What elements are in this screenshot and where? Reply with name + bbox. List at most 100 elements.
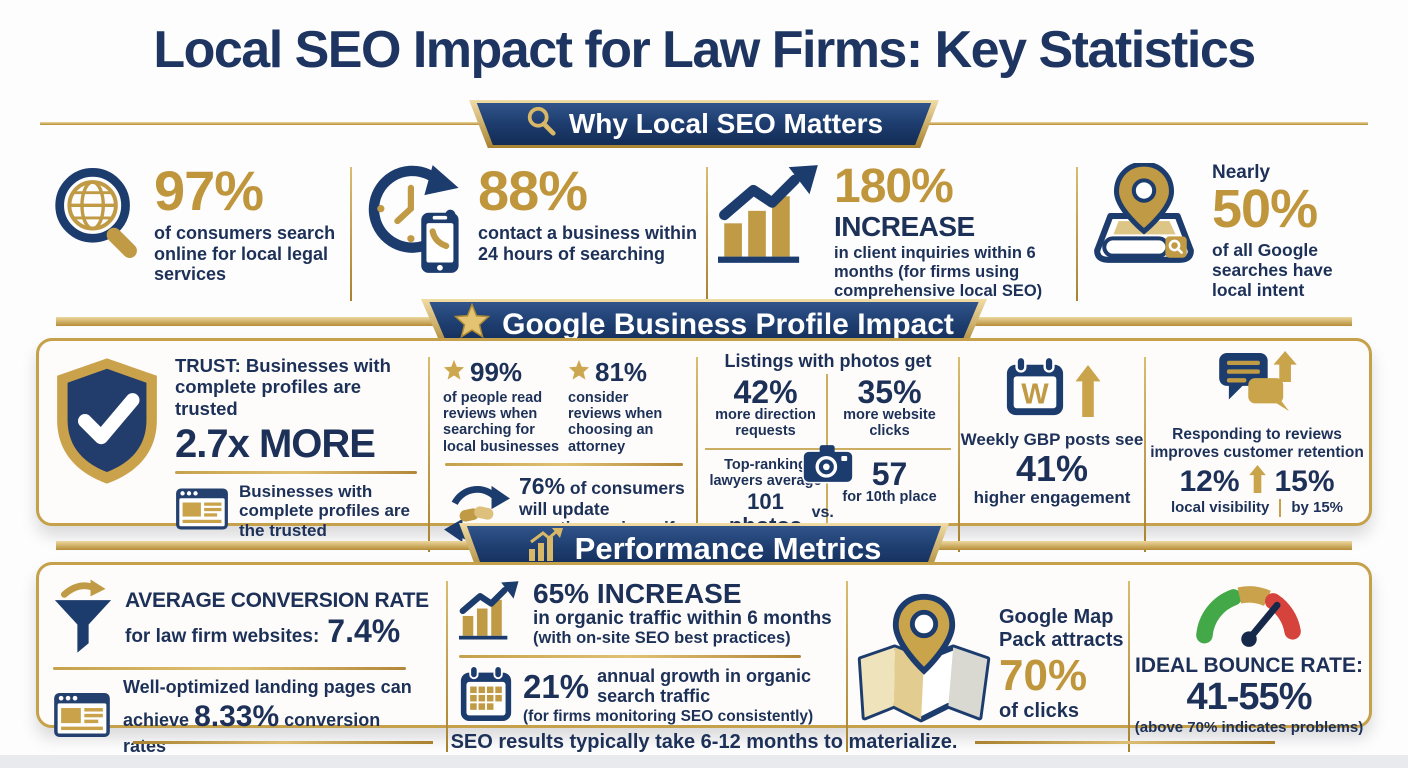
browser-icon <box>53 691 111 744</box>
stat-desc: of all Google searches have local intent <box>1212 240 1333 301</box>
stat-desc: of consumers search online for local leg… <box>154 223 336 285</box>
stat-value: 97% <box>154 159 264 222</box>
photos-vs-label: vs. <box>811 504 834 522</box>
gbp-section-box: TRUST: Businesses with complete profiles… <box>36 338 1372 558</box>
performance-section-box: AVERAGE CONVERSION RATE for law firm web… <box>36 562 1372 756</box>
mappack-line1: Google Map Pack attracts <box>999 605 1124 651</box>
gold-divider <box>175 470 417 474</box>
map-pin-search-icon <box>1088 161 1200 274</box>
growth-bars-icon <box>718 163 822 272</box>
stat-desc: in client inquiries within 6 months (for… <box>834 244 1043 300</box>
chart-bars-icon <box>527 528 563 570</box>
star-icon <box>568 357 590 388</box>
panel-map-pack: Google Map Pack attracts 70% of clicks <box>847 565 1130 764</box>
star-icon <box>453 302 491 347</box>
photos-avg-label: Top-ranking lawyers average <box>709 456 822 489</box>
photos-clicks-stat: 35% more website clicks <box>828 374 951 448</box>
svg-text:W: W <box>1021 378 1049 410</box>
landing-pre: Well-optimized landing pages can achieve <box>123 677 412 730</box>
gold-rule-right <box>975 741 1276 744</box>
growth-bars-icon <box>459 579 521 648</box>
small-up-arrow-icon <box>1248 465 1266 498</box>
browser-icon <box>175 487 229 536</box>
stat-local-intent: Nearly 50% of all Google searches have l… <box>1078 161 1370 301</box>
posts-value: 41% <box>1015 448 1089 489</box>
conversion-value: 7.4% <box>327 613 401 649</box>
shield-check-icon <box>49 355 165 558</box>
banner-gbp-label: Google Business Profile Impact <box>502 308 954 341</box>
responding-right-label: by 15% <box>1291 499 1344 517</box>
responding-left-value: 12% <box>1179 464 1240 498</box>
funnel-icon <box>53 579 113 660</box>
photos-left-value: 42% <box>733 374 798 410</box>
gold-divider <box>53 667 407 670</box>
traffic-top-line: in organic traffic within 6 months <box>533 607 832 629</box>
review-stat-left: 99% of people read reviews when searchin… <box>443 357 560 455</box>
gauge-icon <box>1187 586 1311 651</box>
traffic-top-value: 65% INCREASE <box>533 577 742 609</box>
stat-value: 88% <box>478 159 588 222</box>
posts-line2: higher engagement <box>973 487 1131 507</box>
photos-tenth-value: 57 <box>871 455 908 492</box>
photos-right-desc: more website clicks <box>843 407 936 439</box>
review-right-desc: consider reviews when choosing an attorn… <box>568 390 663 455</box>
stat-value: 50% <box>1212 179 1318 239</box>
responding-heading: Responding to reviews improves customer … <box>1150 426 1364 462</box>
photos-directions-stat: 42% more direction requests <box>705 374 828 448</box>
mappack-value: 70% <box>999 650 1088 700</box>
bounce-heading: IDEAL BOUNCE RATE: <box>1135 654 1363 677</box>
stat-desc: contact a business within 24 hours of se… <box>478 223 698 264</box>
responding-left-label: local visibility <box>1170 499 1270 517</box>
photos-tenth-stat: 57 for 10th place <box>828 447 951 546</box>
why-stats-row: 97% of consumers search online for local… <box>40 161 1370 301</box>
globe-magnifier-icon <box>50 163 142 272</box>
stat-consumers-search: 97% of consumers search online for local… <box>40 161 352 301</box>
trust-value: 2.7x MORE <box>175 421 376 466</box>
panel-photos: Listings with photos get 42% more direct… <box>697 341 960 564</box>
posts-line1: Weekly GBP posts see <box>960 430 1144 449</box>
mappack-line2: of clicks <box>999 699 1080 722</box>
stat-prefix: Nearly <box>1212 162 1271 183</box>
panel-bounce-rate: IDEAL BOUNCE RATE: 41-55% (above 70% ind… <box>1129 565 1369 764</box>
up-arrow-icon <box>1075 365 1101 422</box>
stat-value: 180% <box>834 160 954 213</box>
conversion-line: for law firm websites: <box>125 626 320 647</box>
bounce-note: (above 70% indicates problems) <box>1134 719 1364 736</box>
panel-weekly-posts: W Weekly GBP posts see 41% higher engage… <box>959 341 1146 564</box>
gold-rule-left <box>132 741 433 744</box>
panel-trust: TRUST: Businesses with complete profiles… <box>39 341 430 564</box>
stat-inquiries-increase: 180% INCREASE in client inquiries within… <box>708 161 1078 301</box>
magnifier-icon <box>525 105 557 144</box>
chat-bubbles-icon <box>1217 351 1297 419</box>
panel-traffic: 65% INCREASE in organic traffic within 6… <box>447 565 848 764</box>
panel-conversion: AVERAGE CONVERSION RATE for law firm web… <box>39 565 448 764</box>
calendar-grid-icon <box>459 665 513 728</box>
photos-heading: Listings with photos get <box>724 351 932 371</box>
map-fold-pin-icon <box>851 592 997 737</box>
stat-contact-24h: 88% contact a business within 24 hours o… <box>352 161 708 301</box>
review-stat-right: 81% consider reviews when choosing an at… <box>568 357 685 455</box>
traffic-bottom-note: (for firms monitoring SEO consistently) <box>523 707 814 725</box>
trust-sub-text: Businesses with complete profiles are th… <box>239 481 411 540</box>
banner-why-label: Why Local SEO Matters <box>568 108 884 139</box>
review-left-desc: of people read reviews when searching fo… <box>443 390 560 455</box>
gold-divider <box>1279 498 1282 517</box>
review-left-value: 99% <box>470 357 523 387</box>
responding-right-value: 15% <box>1274 464 1335 498</box>
star-icon <box>443 357 465 388</box>
trust-heading: TRUST: Businesses with complete profiles… <box>175 355 391 419</box>
gold-divider <box>445 462 683 466</box>
panel-responding: Responding to reviews improves customer … <box>1145 341 1369 564</box>
camera-icon <box>802 444 854 489</box>
footer-note: SEO results typically take 6-12 months t… <box>0 731 1408 754</box>
photos-tenth-label: for 10th place <box>842 488 937 505</box>
section-banner-why: Why Local SEO Matters <box>0 100 1408 148</box>
page-title: Local SEO Impact for Law Firms: Key Stat… <box>153 21 1256 79</box>
landing-value: 8.33% <box>194 699 280 733</box>
conversion-heading: AVERAGE CONVERSION RATE <box>125 589 429 612</box>
banner-performance-label: Performance Metrics <box>574 531 882 566</box>
clock-phone-icon <box>362 163 466 280</box>
traffic-top-note: (with on-site SEO best practices) <box>533 629 791 648</box>
traffic-bottom-value: 21% <box>523 668 590 705</box>
photos-right-value: 35% <box>857 374 922 410</box>
